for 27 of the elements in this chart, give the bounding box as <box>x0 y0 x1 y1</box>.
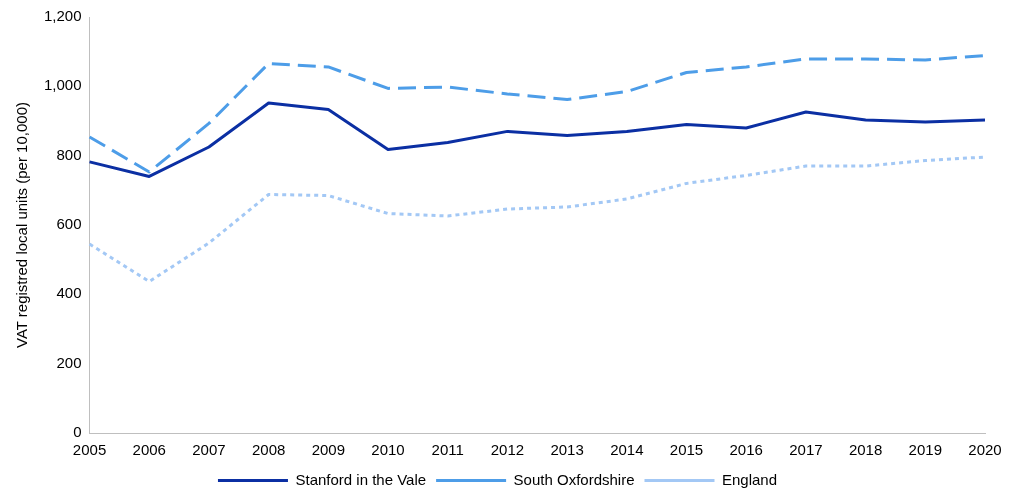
x-tick-label: 2017 <box>789 441 823 459</box>
y-tick-label: 0 <box>73 423 82 441</box>
x-tick-label: 2009 <box>311 441 346 459</box>
y-tick-label: 800 <box>56 145 82 163</box>
x-tick-label: 2007 <box>192 441 226 459</box>
legend-label: England <box>721 470 778 488</box>
x-tick-label: 2005 <box>72 441 107 459</box>
y-axis-title: VAT registred local units (per 10,000) <box>13 102 31 348</box>
y-tick-label: 400 <box>56 284 82 302</box>
x-tick-label: 2016 <box>729 441 763 459</box>
x-tick-label: 2014 <box>610 441 644 459</box>
x-tick-label: 2008 <box>251 441 286 459</box>
y-tick-label: 200 <box>56 353 82 371</box>
x-tick-label: 2010 <box>371 441 405 459</box>
x-tick-label: 2012 <box>490 441 525 459</box>
x-tick-label: 2019 <box>908 441 942 459</box>
x-tick-label: 2011 <box>431 441 464 459</box>
x-tick-label: 2018 <box>848 441 883 459</box>
legend-label: Stanford in the Vale <box>295 470 427 488</box>
x-tick-label: 2013 <box>550 441 584 459</box>
y-tick-label: 600 <box>56 215 82 233</box>
y-tick-label: 1,000 <box>43 76 82 94</box>
x-tick-label: 2006 <box>132 441 166 459</box>
x-tick-label: 2020 <box>968 441 1002 459</box>
y-tick-label: 1,200 <box>43 7 82 25</box>
x-tick-label: 2015 <box>669 441 704 459</box>
legend-label: South Oxfordshire <box>513 470 635 488</box>
